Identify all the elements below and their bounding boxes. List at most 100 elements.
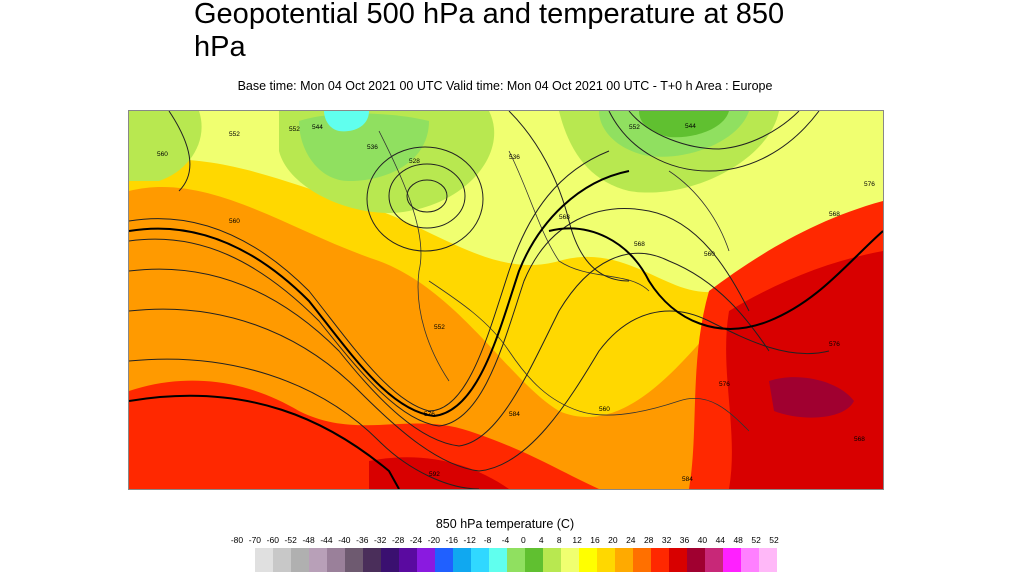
legend-tick-label: 20 — [608, 535, 618, 545]
legend-tick-label: -80 — [230, 535, 244, 545]
contour-label: 568 — [854, 436, 865, 443]
contour-label: 568 — [559, 214, 570, 221]
legend-swatch — [561, 548, 579, 572]
legend-tick-label: -12 — [463, 535, 476, 545]
legend-tick-label: -20 — [427, 535, 441, 545]
legend-swatch — [345, 548, 363, 572]
cold-pocket-cyan — [324, 111, 369, 132]
hot-spot — [769, 377, 854, 418]
legend-swatch — [543, 548, 561, 572]
weather-map: 552 560 552 544 536 528 560 568 552 544 … — [128, 110, 884, 490]
legend-tick-label: 0 — [521, 535, 526, 545]
legend-tick-label: -48 — [302, 535, 315, 545]
contour-label: 552 — [289, 126, 300, 133]
legend-swatch — [435, 548, 453, 572]
legend-tick-label: -44 — [320, 535, 333, 545]
legend-swatch — [687, 548, 705, 572]
legend-tick-label: 52 — [769, 535, 779, 545]
cold-pocket-inner — [639, 111, 729, 138]
legend-swatch — [669, 548, 687, 572]
legend-tick-label: 8 — [556, 535, 562, 545]
legend-tick-label: -28 — [391, 535, 405, 545]
contour-label: 528 — [409, 158, 420, 165]
legend-swatch — [525, 548, 543, 572]
coastlines — [378, 130, 750, 432]
legend-tick-label: 48 — [733, 535, 743, 545]
contour-label: 592 — [429, 471, 440, 478]
highlight-contours — [129, 170, 883, 489]
geopotential-contours — [129, 111, 830, 489]
legend-swatch — [489, 548, 507, 572]
legend-tick-label: 12 — [572, 535, 582, 545]
legend-tick-label: -32 — [374, 535, 387, 545]
legend-swatch — [363, 548, 381, 572]
legend-swatch — [723, 548, 741, 572]
legend-tick-label: 52 — [751, 535, 761, 545]
legend-swatch — [309, 548, 327, 572]
legend-swatch — [633, 548, 651, 572]
contour-label-group: 552 560 552 544 536 528 560 568 552 544 … — [157, 123, 875, 483]
warm-zone-southwest — [129, 380, 599, 489]
legend-swatch — [399, 548, 417, 572]
legend-tick-label: -36 — [356, 535, 369, 545]
legend-tick-labels: -80 -70 -60 -52 -48 -44 -40 -36 -32 -28 -24 -20 -16-… — [229, 535, 789, 547]
contour-label: 536 — [367, 144, 378, 151]
legend-tick-label: 16 — [590, 535, 600, 545]
contour-label: 584 — [509, 411, 520, 418]
chart-subtitle: Base time: Mon 04 Oct 2021 00 UTC Valid … — [237, 79, 773, 93]
legend-tick-label: -52 — [284, 535, 297, 545]
legend-tick-label: 28 — [643, 535, 654, 545]
contour-label: 576 — [829, 341, 840, 348]
legend-swatch — [471, 548, 489, 572]
cold-pocket-core — [299, 113, 429, 181]
contour-label: 560 — [599, 406, 610, 413]
legend-title: 850 hPa temperature (C) — [435, 517, 575, 531]
legend-tick-label: -40 — [338, 535, 351, 545]
contour-label: 560 — [704, 251, 715, 258]
contour-label: 544 — [685, 123, 696, 130]
legend-swatch — [759, 548, 777, 572]
legend-tick-label: 36 — [679, 535, 690, 545]
legend-swatch — [291, 548, 309, 572]
legend-tick-label: 40 — [697, 535, 708, 545]
legend-swatch — [255, 548, 273, 572]
legend-swatch — [417, 548, 435, 572]
page-title: Geopotential 500 hPa and temperature at … — [194, 0, 785, 63]
legend-tick-label: 44 — [715, 535, 726, 545]
legend-tick-label: 32 — [661, 535, 672, 545]
contour-label: 576 — [864, 181, 875, 188]
legend-swatch — [579, 548, 597, 572]
legend-tick-label: 24 — [626, 535, 636, 545]
contour-label: 560 — [157, 151, 168, 158]
contour-label: 552 — [629, 124, 640, 131]
contour-label: 568 — [634, 241, 645, 248]
contour-label: 576 — [424, 411, 435, 418]
legend-tick-label: -4 — [501, 535, 510, 545]
legend-swatch — [507, 548, 525, 572]
legend-color-bar — [255, 548, 777, 572]
warm-zone-east-core — [726, 251, 883, 489]
contour-label: 552 — [434, 324, 445, 331]
legend-swatch — [741, 548, 759, 572]
warm-zone-africa — [369, 457, 509, 489]
legend-tick-label: -24 — [409, 535, 423, 545]
contour-label: 576 — [719, 381, 730, 388]
contour-label: 544 — [312, 124, 323, 131]
weather-map-svg: 552 560 552 544 536 528 560 568 552 544 … — [129, 111, 883, 489]
legend-swatch — [597, 548, 615, 572]
legend-swatch — [615, 548, 633, 572]
legend-swatch — [381, 548, 399, 572]
legend-swatch — [273, 548, 291, 572]
legend-tick-label: 4 — [538, 535, 544, 545]
contour-label: 568 — [829, 211, 840, 218]
legend-swatch — [453, 548, 471, 572]
legend-swatch — [651, 548, 669, 572]
contour-label: 560 — [229, 218, 240, 225]
legend-tick-label: -60 — [266, 535, 279, 545]
legend-swatch — [327, 548, 345, 572]
cold-pocket-greenland — [129, 111, 202, 181]
legend-tick-label: -8 — [483, 535, 492, 545]
contour-label: 536 — [509, 154, 520, 161]
legend-tick-label: -16 — [445, 535, 458, 545]
contour-label: 584 — [682, 476, 693, 483]
